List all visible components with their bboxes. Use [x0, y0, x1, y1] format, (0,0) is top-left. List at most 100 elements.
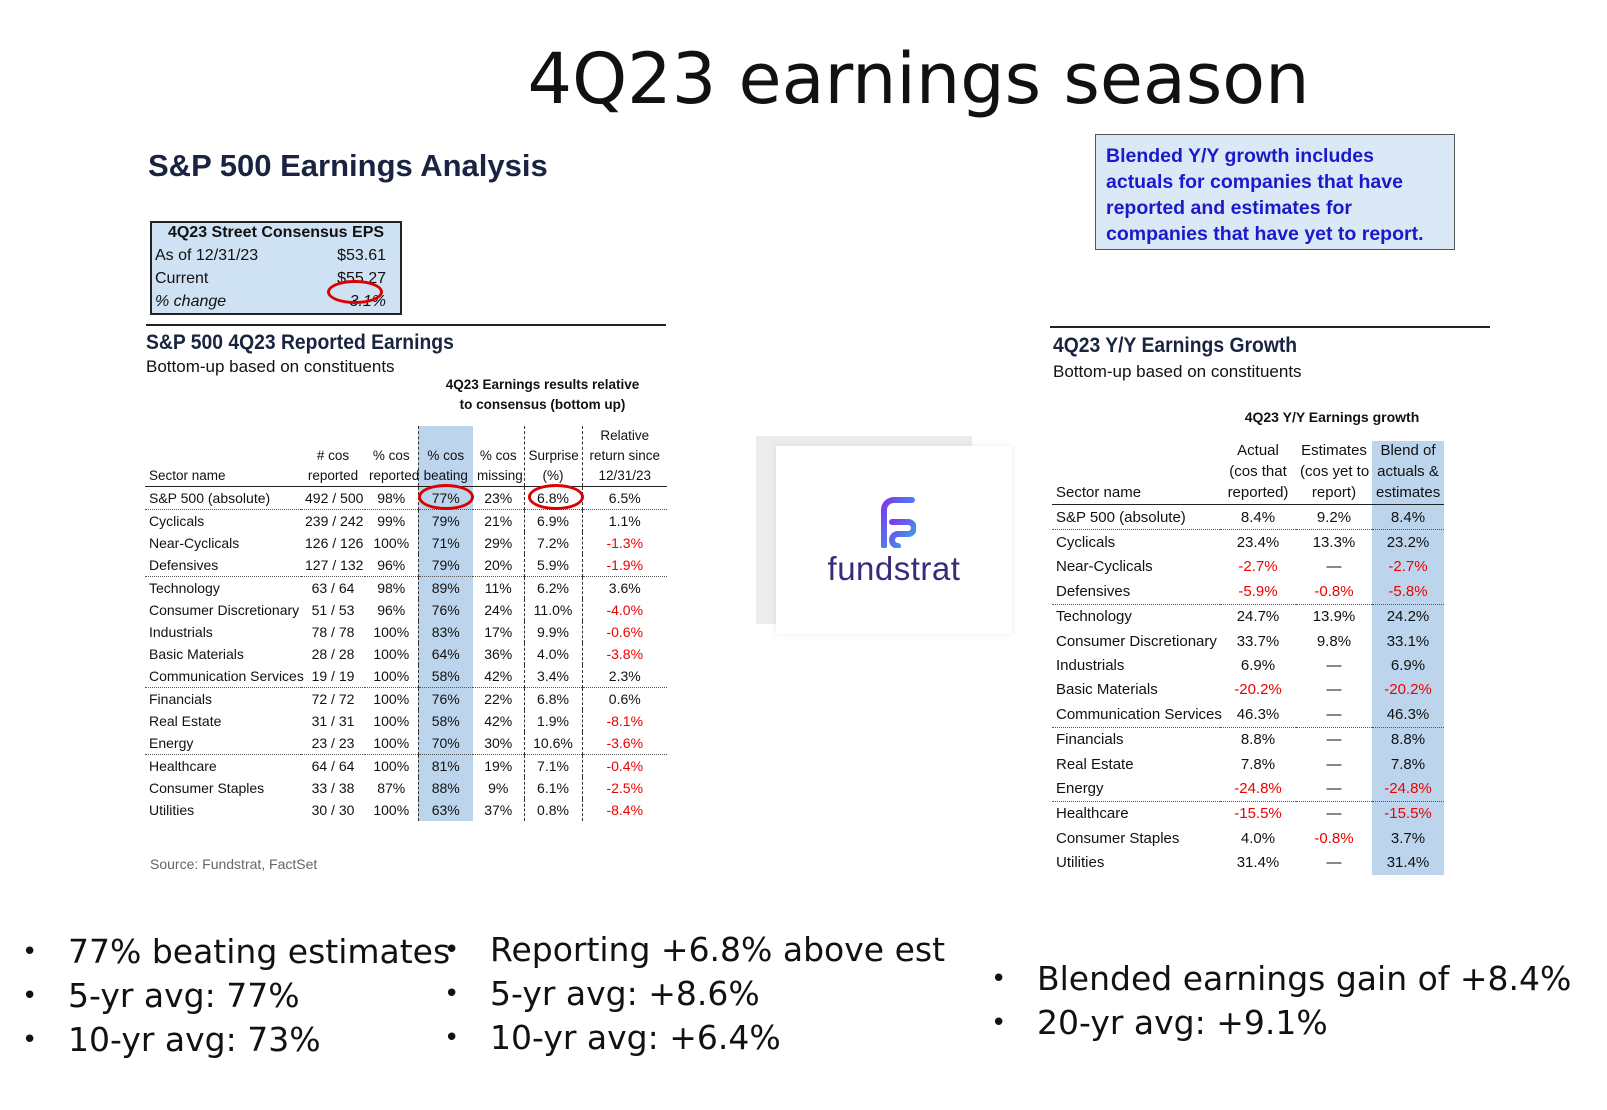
column-header-line: Sector name [1056, 484, 1142, 501]
column-header: Sector name [1052, 441, 1220, 505]
table-cell: 7.8% [1240, 755, 1276, 773]
bullet-item: Reporting +6.8% above est [444, 928, 945, 972]
table-cell: 24.7% [1220, 603, 1296, 629]
column-header: Relative return since 12/31/23 [581, 426, 667, 487]
table-cell: 17% [484, 624, 513, 640]
table-row: Healthcare 64 / 64 100% 81% 19% 7.1% -0.4% [145, 754, 667, 777]
table-cell: 7.8% [1372, 751, 1444, 777]
table-row: Near-Cyclicals -2.7% — -2.7% [1052, 554, 1444, 580]
table-cell: Defensives [149, 557, 219, 573]
bullet-list: Blended earnings gain of +8.4% 20-yr avg… [991, 957, 1571, 1045]
table-cell: 28 / 28 [311, 646, 355, 662]
table-cell: -0.4% [581, 754, 667, 777]
table-cell: 8.4% [1240, 508, 1276, 526]
bullet-item: 77% beating estimates [22, 930, 450, 974]
table-cell: S&P 500 (absolute) [1056, 508, 1186, 526]
table-cell: -1.3% [581, 532, 667, 554]
table-cell: 9.2% [1316, 508, 1352, 526]
table-cell: 6.9% [523, 509, 582, 532]
table-cell: Energy [149, 735, 194, 751]
table-cell: -4.0% [581, 599, 667, 621]
table-cell: -20.2% [1234, 681, 1282, 699]
table-cell: 126 / 126 [305, 535, 364, 551]
table-cell: Technology [145, 576, 301, 599]
table-cell: 492 / 500 [305, 490, 364, 506]
table-row: Cyclicals 23.4% 13.3% 23.2% [1052, 529, 1444, 555]
column-header: % cos reported [365, 426, 420, 487]
table-row: Industrials 78 / 78 100% 83% 17% 9.9% -0.6% [145, 621, 667, 643]
table-cell: 63% [418, 799, 473, 821]
table-row: Near-Cyclicals 126 / 126 100% 71% 29% 7.2% -1.… [145, 532, 667, 554]
table-cell: 4.0% [1240, 829, 1276, 847]
column-header-line: reported) [1227, 484, 1289, 501]
table-cell: 0.8% [523, 799, 582, 821]
table-cell: 100% [365, 732, 419, 755]
column-header-line: (cos that [1229, 463, 1287, 480]
table-cell: 23% [484, 490, 513, 506]
table-cell: Defensives [1056, 582, 1131, 600]
table-cell: 1.9% [523, 710, 582, 732]
table-cell: -5.9% [1238, 582, 1278, 600]
table-cell: 21% [473, 509, 524, 532]
table-cell: 23.4% [1220, 529, 1296, 555]
table-cell: 3.7% [1372, 826, 1444, 851]
table-cell: Communication Services [149, 668, 304, 684]
column-header-line [369, 426, 414, 446]
table-cell: Industrials [149, 624, 213, 640]
table-row: Utilities 31.4% — 31.4% [1052, 850, 1444, 875]
column-header-line [149, 446, 297, 466]
table-cell: 30% [484, 735, 513, 751]
column-header-line: % cos [479, 448, 517, 463]
fundstrat-f-logo-icon [881, 497, 916, 548]
column-header-line: reported [369, 468, 420, 483]
table-cell: 37% [484, 802, 513, 818]
column-header: Surprise (%) [523, 426, 582, 487]
column-header-line: report) [1311, 484, 1357, 501]
table-cell: 7.2% [523, 532, 582, 554]
column-header-line: 12/31/23 [598, 468, 652, 483]
table-cell: 33.7% [1236, 632, 1280, 650]
table-cell: 6.2% [523, 576, 582, 599]
table-cell: 24.2% [1372, 603, 1444, 629]
table-cell: 19 / 19 [311, 668, 355, 684]
table-cell: 19% [473, 754, 524, 777]
table-cell: — [1326, 681, 1342, 699]
column-header-line: estimates [1376, 484, 1441, 501]
table-cell: 79% [418, 509, 473, 532]
column-header-line [1056, 441, 1216, 462]
reported-subtitle: Bottom-up based on constituents [146, 357, 395, 376]
consensus-label: As of 12/31/23 [155, 247, 259, 264]
table-cell: -3.8% [581, 643, 667, 665]
table-cell: -1.9% [581, 554, 667, 577]
table-cell: 36% [484, 646, 513, 662]
table-row: Financials 8.8% —8.8% [1052, 726, 1444, 752]
table-cell: Consumer Staples [1056, 829, 1180, 847]
table-row: Cyclicals 239 / 242 99% 79% 21% 6.9% 1.1% [145, 509, 667, 532]
table-cell: 96% [365, 554, 419, 577]
table-cell: 70% [418, 732, 473, 755]
table-row: Communication Services 46.3% — 46.3% [1052, 702, 1444, 728]
table-cell: 6.5% [581, 486, 667, 510]
table-cell: 24% [484, 602, 513, 618]
table-cell: 87% [365, 777, 419, 799]
table-cell: 79% [418, 554, 473, 577]
column-header-line [1056, 462, 1216, 483]
table-header-row: Sector name # cos reported% cos reported% c… [145, 426, 667, 487]
column-header-line: (cos yet to [1300, 463, 1370, 480]
table-cell: 31.4% [1236, 854, 1280, 872]
group-header-line: to consensus (bottom up) [459, 397, 626, 412]
table-cell: 42% [484, 713, 513, 729]
table-cell: — [1296, 800, 1372, 827]
table-cell: 6.8% [523, 687, 582, 710]
bullet-item: 5-yr avg: 77% [22, 974, 450, 1018]
column-header-line: Blend of [1380, 442, 1436, 459]
column-header-line: reported [307, 468, 359, 483]
table-cell: -8.1% [581, 710, 667, 732]
bullet-item: Blended earnings gain of +8.4% [991, 957, 1571, 1001]
table-cell: 96% [365, 599, 419, 621]
table-cell: 31.4% [1372, 850, 1444, 875]
table-cell: 22% [473, 687, 524, 710]
table-row: Defensives -5.9% -0.8% -5.8% [1052, 579, 1444, 605]
source-note: Source: Fundstrat, FactSet [150, 856, 318, 872]
table-cell: Consumer Staples [149, 780, 265, 796]
